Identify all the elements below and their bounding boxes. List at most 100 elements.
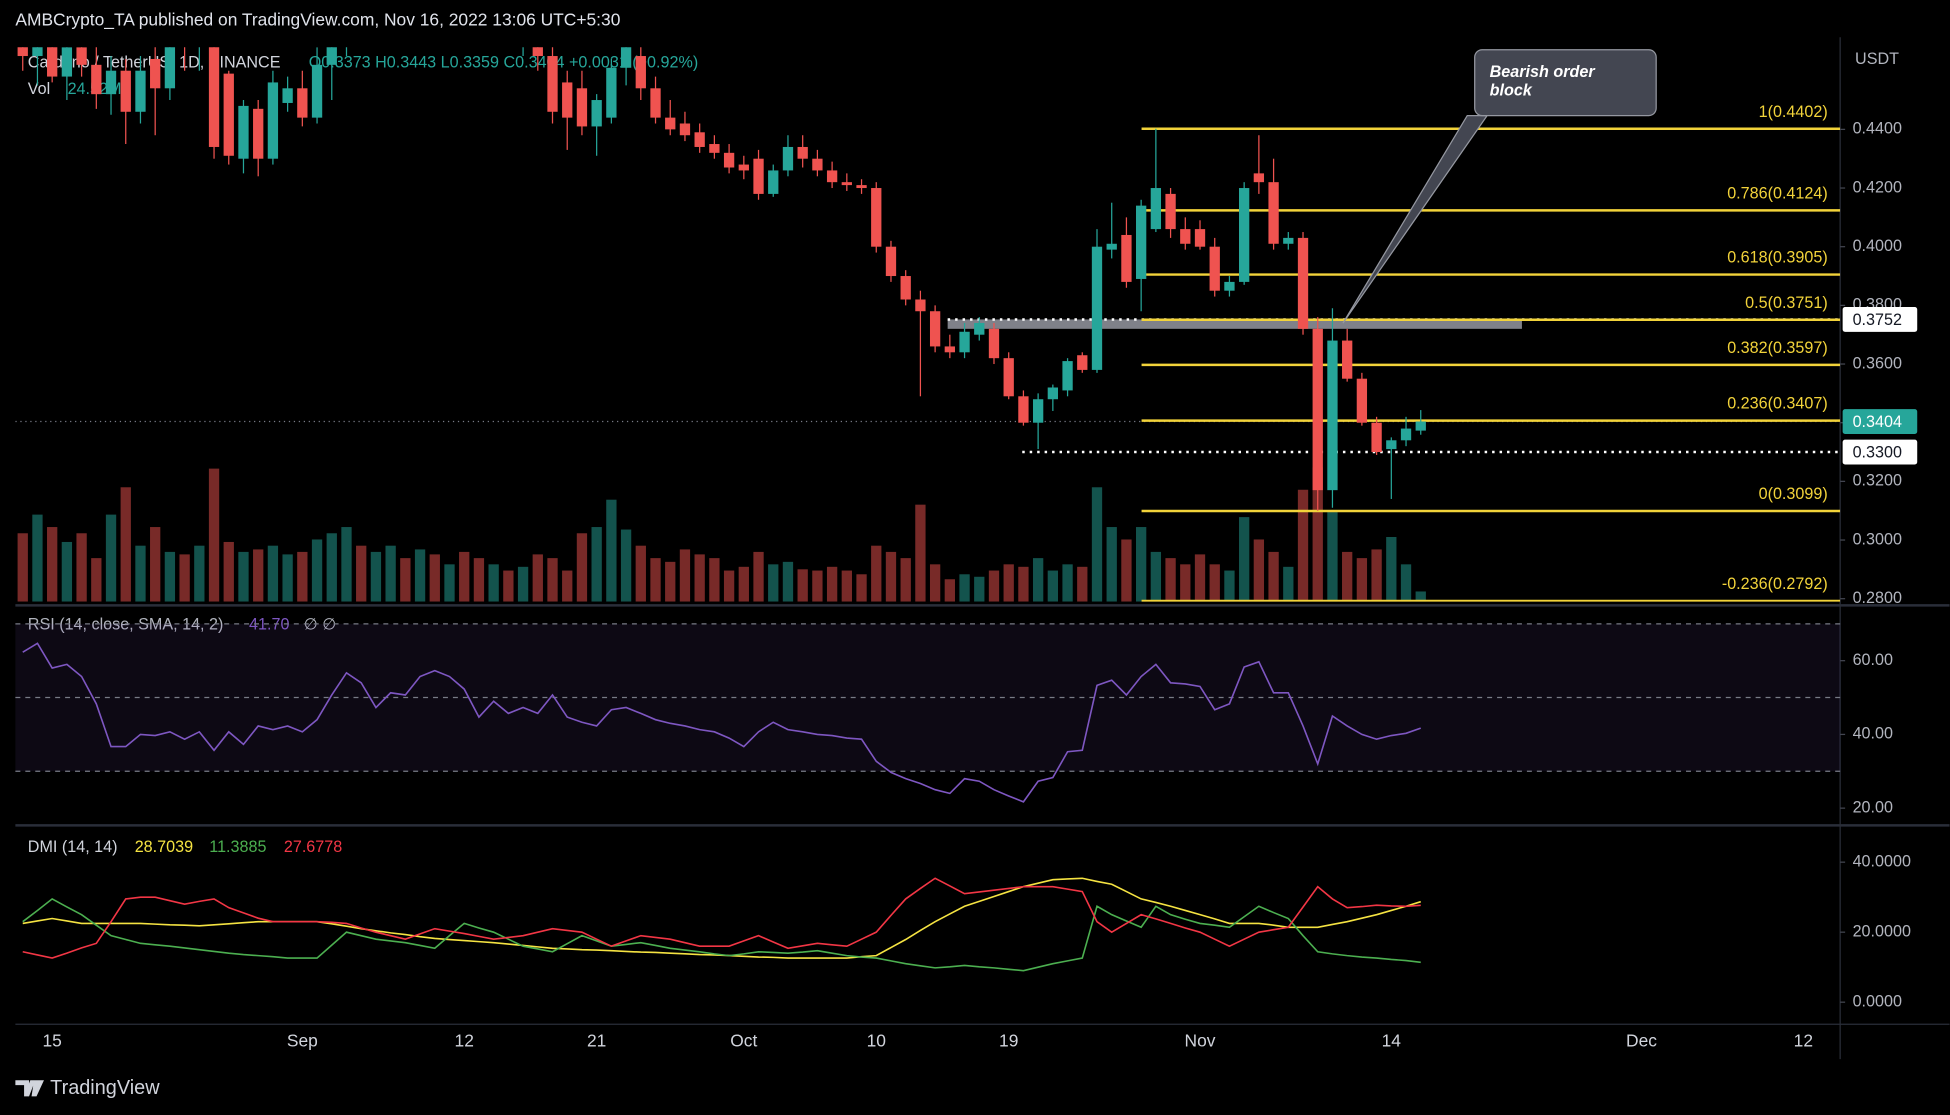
candle-body bbox=[885, 246, 897, 277]
candle-body bbox=[1283, 237, 1294, 244]
candle-body bbox=[194, 47, 205, 48]
candle-body bbox=[532, 47, 543, 57]
candle-body bbox=[1091, 246, 1103, 370]
candle-body bbox=[311, 64, 323, 118]
rsi-value: 41.70 bbox=[249, 616, 289, 634]
volume-bar bbox=[988, 570, 1000, 602]
y-tick-label: 60.00 bbox=[1853, 651, 1893, 669]
x-tick-label: 12 bbox=[1794, 1030, 1813, 1050]
candle-body bbox=[709, 144, 720, 153]
volume-bar bbox=[576, 533, 588, 602]
rsi-na: ∅ ∅ bbox=[304, 616, 337, 634]
volume-bar bbox=[826, 566, 838, 602]
volume-bar bbox=[665, 561, 676, 602]
volume-bar bbox=[400, 558, 411, 602]
volume-bar bbox=[1268, 551, 1279, 602]
candle-body bbox=[1356, 378, 1368, 423]
indicator-line bbox=[22, 877, 1421, 959]
fib-label: 0.236(0.3407) bbox=[1727, 395, 1828, 413]
volume-bar bbox=[17, 533, 28, 602]
volume-bar bbox=[223, 541, 234, 602]
candle-body bbox=[635, 56, 646, 89]
volume-bar bbox=[1253, 539, 1265, 602]
volume-bar bbox=[164, 551, 176, 602]
candle-body bbox=[929, 311, 941, 347]
volume-bar bbox=[1342, 551, 1353, 602]
footer-logo bbox=[15, 1080, 44, 1097]
x-tick-label: 10 bbox=[867, 1030, 886, 1050]
dmi-title: DMI (14, 14) bbox=[28, 838, 118, 856]
x-tick-label: 19 bbox=[999, 1030, 1018, 1050]
candle-body bbox=[547, 56, 558, 112]
candle-body bbox=[1032, 399, 1044, 423]
volume-bar bbox=[723, 570, 735, 602]
volume-bar bbox=[1209, 564, 1220, 602]
candle-body bbox=[1018, 396, 1029, 423]
volume-bar bbox=[76, 533, 87, 602]
band-fill bbox=[15, 623, 1841, 772]
volume-bar bbox=[253, 549, 264, 602]
fib-label: 0.5(0.3751) bbox=[1745, 294, 1828, 312]
volume-bar bbox=[606, 499, 617, 602]
candle-body bbox=[223, 73, 234, 156]
x-tick-label: 15 bbox=[42, 1030, 61, 1050]
volume-bar bbox=[679, 549, 691, 602]
x-tick-label: Oct bbox=[730, 1030, 757, 1050]
candle-body bbox=[620, 47, 632, 68]
fib-label: 0.786(0.4124) bbox=[1727, 184, 1828, 202]
volume-bar bbox=[1386, 536, 1397, 602]
candle-body bbox=[576, 88, 588, 127]
volume-bar bbox=[429, 554, 440, 602]
candle-body bbox=[1312, 328, 1323, 491]
candle-body bbox=[1297, 237, 1309, 329]
volume-bar bbox=[1371, 549, 1382, 602]
y-tick-label: 0.4200 bbox=[1853, 178, 1902, 196]
volume-bar bbox=[620, 529, 632, 602]
volume-bar bbox=[694, 554, 705, 602]
volume-bar bbox=[1106, 527, 1117, 602]
price-tag-label: 0.3300 bbox=[1853, 444, 1902, 462]
y-tick-label: 0.3200 bbox=[1853, 472, 1902, 490]
volume-bar bbox=[135, 545, 146, 602]
candle-body bbox=[135, 70, 146, 112]
volume-bar bbox=[782, 561, 794, 602]
volume-bar bbox=[1032, 558, 1044, 602]
volume-bar bbox=[32, 514, 43, 602]
candle-body bbox=[650, 88, 661, 118]
y-tick-label: 20.0000 bbox=[1853, 922, 1911, 940]
y-tick-label: 0.3000 bbox=[1853, 530, 1902, 548]
candle-body bbox=[782, 146, 794, 171]
candle-body bbox=[679, 123, 691, 136]
volume-bar bbox=[1077, 566, 1088, 602]
candle-body bbox=[1106, 243, 1117, 250]
candle-body bbox=[900, 276, 911, 300]
rsi-title: RSI (14, close, SMA, 14, 2) bbox=[28, 616, 224, 634]
volume-bar bbox=[503, 570, 514, 602]
volume-bar bbox=[738, 566, 749, 602]
y-tick-label: 0.2800 bbox=[1853, 589, 1902, 607]
volume-bar bbox=[532, 554, 543, 602]
candle-body bbox=[1121, 234, 1132, 282]
volume-bar bbox=[1135, 527, 1147, 602]
candle-body bbox=[1047, 387, 1059, 400]
candle-body bbox=[915, 299, 926, 312]
volume-bar bbox=[459, 551, 470, 602]
callout-text: Bearish order block bbox=[1489, 62, 1595, 100]
candle-body bbox=[856, 185, 867, 189]
candle-body bbox=[871, 188, 882, 247]
candle-body bbox=[1194, 229, 1206, 247]
candle-body bbox=[238, 105, 249, 159]
x-tick-label: 12 bbox=[455, 1030, 474, 1050]
candle-body bbox=[753, 158, 764, 194]
volume-bar bbox=[311, 539, 323, 602]
candle-body bbox=[826, 170, 838, 183]
volume-bar bbox=[517, 566, 529, 602]
y-tick-label: 20.00 bbox=[1853, 798, 1893, 816]
volume-bar bbox=[812, 570, 823, 602]
volume-bar bbox=[208, 468, 220, 602]
volume-bar bbox=[959, 574, 970, 602]
candle-body bbox=[253, 108, 264, 159]
candle-body bbox=[988, 328, 1000, 359]
volume-bar bbox=[1003, 564, 1014, 602]
candle-body bbox=[1386, 440, 1397, 450]
